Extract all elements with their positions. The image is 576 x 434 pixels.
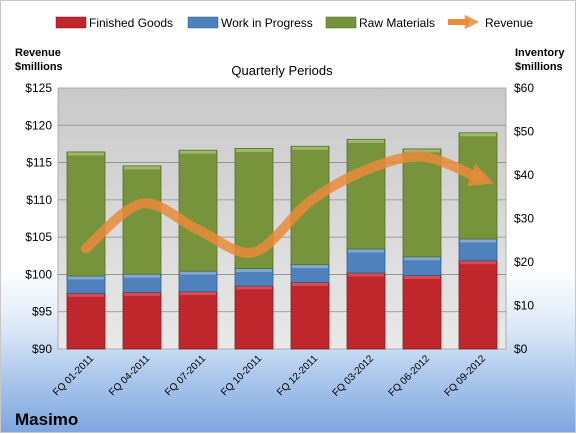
bar-highlight [460,133,496,137]
bar-finished-goods [346,272,386,350]
bar-highlight [348,249,384,253]
bar-finished-goods [122,292,162,350]
category-label: FQ 09-2012 [443,353,489,399]
chart-title: Quarterly Periods [231,63,333,78]
company-name: Masimo [15,410,78,429]
bar-finished-goods [290,282,330,350]
legend-swatch-raw-materials [325,16,357,29]
right-tick-label: $50 [514,125,534,139]
left-tick-label: $120 [25,118,52,132]
left-tick-label: $115 [26,156,52,170]
right-tick-label: $40 [514,168,534,182]
left-tick-label: $110 [26,193,52,207]
bar-raw-materials [458,132,498,240]
bar-highlight [236,286,272,290]
right-tick-label: $10 [514,299,534,313]
left-tick-label: $90 [32,342,52,356]
bar-highlight [236,148,272,152]
bar-highlight [404,275,440,279]
bar-highlight [68,152,104,156]
bar-raw-materials [66,151,106,277]
bar-work-in-progress [346,248,386,274]
bar-finished-goods [66,292,106,350]
left-tick-label: $105 [25,230,52,244]
left-tick-label: $100 [25,267,52,281]
bar-raw-materials [402,148,442,258]
bar-highlight [68,293,104,297]
legend-label-revenue: Revenue [485,16,533,30]
category-label: FQ 03-2012 [331,353,377,399]
bar-finished-goods [234,285,274,350]
bar-highlight [124,166,160,170]
right-axis-title-line1: Inventory [515,47,565,59]
bar-highlight [68,276,104,280]
category-label: FQ 01-2011 [51,353,96,398]
bar-highlight [124,274,160,278]
revenue-line [81,151,494,258]
right-tick-label: $0 [514,342,528,356]
legend-swatch-finished-goods [55,16,87,29]
bar-raw-materials [346,138,386,250]
bar-highlight [460,261,496,265]
legend-label-raw-materials: Raw Materials [359,16,435,30]
bar-highlight [348,139,384,143]
category-label: FQ 12-2011 [275,353,320,398]
bar-highlight [460,239,496,243]
left-tick-label: $95 [32,305,52,319]
left-axis-title-line1: Revenue [15,47,61,59]
right-axis-title-line2: $millions [515,61,563,73]
right-tick-label: $20 [514,255,534,269]
bar-highlight [404,149,440,153]
bar-highlight [292,146,328,150]
category-label: FQ 10-2011 [219,353,264,398]
bar-highlight [180,292,216,296]
legend: Finished Goods Work in Progress Raw Mate… [55,14,533,30]
bar-finished-goods [458,260,498,350]
category-label: FQ 04-2011 [107,353,152,398]
bar-highlight [292,282,328,286]
bar-highlight [180,150,216,154]
bar-highlight [348,273,384,277]
bar-raw-materials [178,149,218,272]
bar-highlight [180,271,216,275]
bar-highlight [124,292,160,296]
right-tick-label: $30 [514,212,534,226]
left-tick-label: $125 [25,81,52,95]
legend-label-finished-goods: Finished Goods [89,16,173,30]
left-axis-title-line2: $millions [15,61,63,73]
category-label: FQ 06-2012 [387,353,433,399]
bar-highlight [404,257,440,261]
bar-highlight [236,269,272,273]
right-tick-label: $60 [514,81,534,95]
bar-highlight [292,265,328,269]
bar-finished-goods [402,275,442,350]
bar-finished-goods [178,291,218,350]
legend-label-work-in-progress: Work in Progress [221,16,313,30]
legend-swatch-work-in-progress [187,16,219,29]
bar-raw-materials [122,165,162,275]
revenue-line-path [81,151,494,258]
category-label: FQ 07-2011 [163,353,208,398]
